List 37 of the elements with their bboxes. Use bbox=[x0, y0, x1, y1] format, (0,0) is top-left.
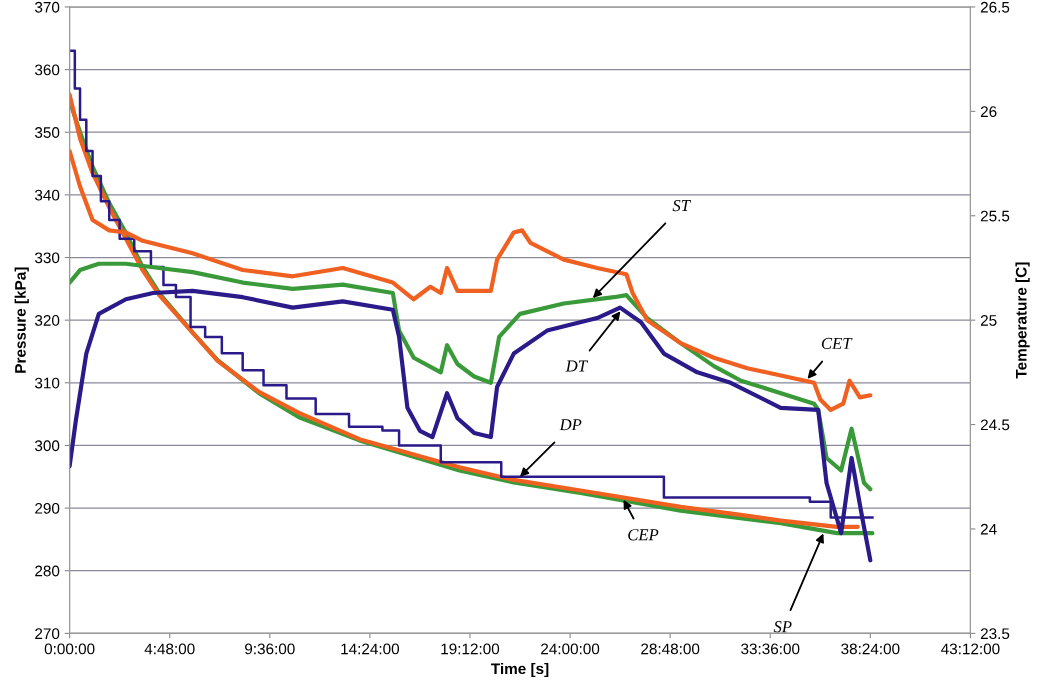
y-tick-label: 290 bbox=[35, 502, 60, 514]
text: ST bbox=[672, 199, 691, 212]
y-tick-label: 370 bbox=[34, 1, 60, 13]
x-tick-label: 43:12:00 bbox=[941, 643, 1000, 655]
x-tick-label: 14:24:00 bbox=[341, 643, 400, 655]
y-tick-label: 300 bbox=[34, 440, 60, 452]
y-axis-title: Pressure [kPa] bbox=[14, 267, 29, 373]
x-tick-label: 24:00:00 bbox=[541, 643, 600, 655]
x-tick-label: 28:48:00 bbox=[641, 643, 700, 655]
y-tick-label: 350 bbox=[34, 127, 60, 138]
y-tick-label: 340 bbox=[34, 189, 60, 201]
y-tick-label: 270 bbox=[35, 628, 60, 640]
y-tick-label: 280 bbox=[35, 565, 60, 577]
text: DT bbox=[565, 360, 588, 372]
x-tick-label: 33:36:00 bbox=[741, 643, 800, 655]
y2-tick-label: 26 bbox=[980, 106, 997, 118]
x-tick-label: 19:12:00 bbox=[441, 643, 500, 655]
series-label: CEP bbox=[628, 529, 659, 541]
x-axis-title: Time [s] bbox=[491, 662, 549, 678]
x-tick-label: 9:36:00 bbox=[245, 643, 295, 655]
y2-tick-label: 24.5 bbox=[980, 419, 1010, 431]
y-tick-label: 310 bbox=[34, 377, 60, 389]
y2-tick-label: 25 bbox=[980, 315, 997, 326]
series-label: CET bbox=[821, 337, 853, 350]
y2-tick-label: 24 bbox=[980, 523, 997, 535]
text: SP bbox=[773, 621, 792, 633]
x-tick-label: 38:24:00 bbox=[841, 643, 900, 655]
y2-tick-label: 25.5 bbox=[980, 210, 1010, 222]
y-tick-label: 360 bbox=[34, 64, 60, 76]
y-tick-label: 320 bbox=[34, 315, 60, 326]
y-tick-label: 330 bbox=[34, 252, 60, 264]
x-tick-label: 0:00:00 bbox=[44, 643, 95, 655]
y2-tick-label: 23.5 bbox=[980, 628, 1010, 640]
y2-tick-label: 26.5 bbox=[980, 1, 1010, 13]
y2-axis-title: Temperature [C] bbox=[1015, 262, 1030, 379]
x-tick-label: 4:48:00 bbox=[144, 643, 195, 655]
text: DP bbox=[559, 419, 582, 431]
